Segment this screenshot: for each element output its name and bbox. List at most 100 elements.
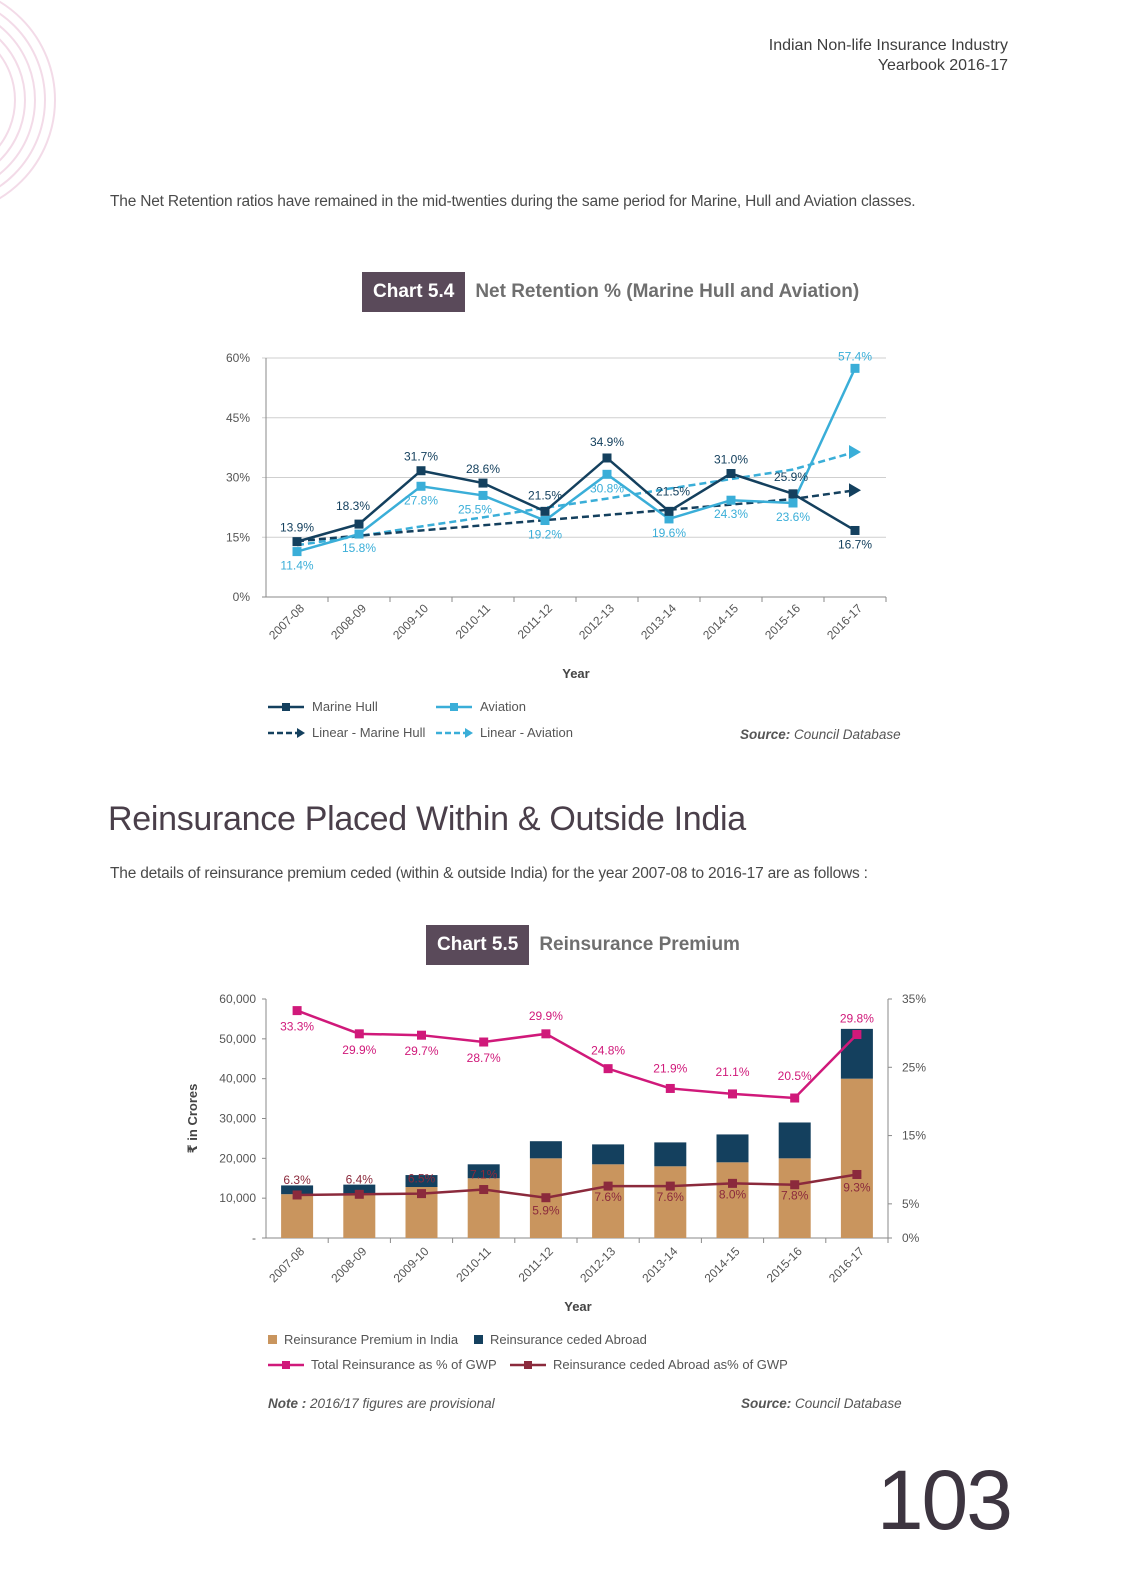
data-label-abroad-pct: 6.5% — [408, 1172, 436, 1186]
data-point-marine-hull — [292, 537, 302, 547]
data-label-aviation: 19.2% — [528, 528, 562, 542]
chart1-source-text: Council Database — [790, 727, 901, 742]
data-point-abroad-pct — [728, 1178, 737, 1188]
x-tick-label: 2008-09 — [328, 1244, 369, 1285]
bar-india — [343, 1194, 376, 1238]
bar-abroad — [716, 1134, 749, 1163]
data-label-marine-hull: 16.7% — [838, 537, 872, 551]
x-tick-label: 2007-08 — [266, 1244, 307, 1285]
data-point-aviation — [788, 498, 798, 508]
data-label-total-pct: 29.9% — [529, 1009, 563, 1023]
chart-net-retention: 0% 15% 30% 45% 60% 2007-08 2008-09 2009-10 2010-… — [226, 349, 887, 740]
x-tick-label: 2009-10 — [390, 601, 431, 642]
data-label-abroad-pct: 5.9% — [532, 1204, 560, 1218]
x-tick-label: 2012-13 — [576, 601, 617, 642]
y-tick-label: 0% — [233, 590, 251, 604]
bar-india — [840, 1078, 873, 1238]
data-point-marine-hull — [416, 466, 426, 476]
bar-india — [281, 1194, 314, 1238]
data-point-total-pct — [852, 1030, 862, 1040]
bar-abroad — [529, 1141, 562, 1159]
trendline-aviation — [296, 450, 856, 547]
data-label-marine-hull: 21.5% — [656, 484, 690, 498]
chart2-title: Chart 5.5 Reinsurance Premium — [426, 925, 740, 965]
data-label-abroad-pct: 7.1% — [470, 1168, 498, 1182]
chart1-source-label: Source: — [740, 727, 791, 742]
data-point-abroad-pct — [292, 1190, 302, 1200]
data-label-total-pct: 20.5% — [778, 1069, 812, 1083]
y-tick-label: 60,000 — [219, 992, 256, 1006]
y-tick-label: 60% — [226, 351, 250, 365]
data-point-total-pct — [541, 1029, 551, 1039]
data-point-marine-hull — [540, 506, 550, 516]
intro-paragraph-1: The Net Retention ratios have remained i… — [110, 193, 916, 210]
data-label-abroad-pct: 8.0% — [719, 1187, 747, 1201]
data-point-abroad-pct — [790, 1180, 800, 1190]
trendline-arrow — [849, 445, 861, 460]
header-line2: Yearbook 2016-17 — [877, 57, 1008, 74]
data-label-aviation: 23.6% — [776, 510, 810, 524]
data-label-abroad-pct: 7.6% — [594, 1190, 622, 1204]
data-label-marine-hull: 34.9% — [590, 435, 624, 449]
x-tick-label: 2014-15 — [702, 1244, 743, 1285]
data-label-aviation: 57.4% — [838, 349, 872, 363]
data-point-marine-hull — [354, 519, 364, 529]
x-tick-label: 2014-15 — [700, 601, 741, 642]
x-tick-label: 2013-14 — [638, 601, 679, 642]
y2-tick-label: 25% — [902, 1060, 926, 1074]
legend-label: Aviation — [480, 699, 526, 714]
data-point-marine-hull — [788, 489, 798, 499]
data-label-aviation: 25.5% — [458, 502, 492, 516]
y-tick-label: 50,000 — [219, 1032, 256, 1046]
data-point-marine-hull — [478, 478, 488, 488]
data-point-aviation — [416, 481, 426, 491]
data-point-total-pct — [728, 1089, 737, 1099]
bar-abroad — [281, 1185, 314, 1195]
data-point-abroad-pct — [852, 1169, 862, 1179]
data-label-aviation: 19.6% — [652, 526, 686, 540]
series-line-total-pct — [296, 1009, 858, 1100]
data-label-total-pct: 29.9% — [342, 1043, 376, 1057]
data-point-marine-hull — [850, 525, 860, 535]
data-label-total-pct: 24.8% — [591, 1044, 625, 1058]
bar-india — [654, 1166, 687, 1238]
data-label-aviation: 15.8% — [342, 541, 376, 555]
x-tick-label: 2009-10 — [391, 1244, 432, 1285]
bar-abroad — [654, 1142, 687, 1167]
page-header: Indian Non-life Insurance Industry Yearb… — [769, 36, 1008, 76]
page-number: 103 — [876, 1453, 1013, 1547]
data-label-total-pct: 29.8% — [840, 1012, 874, 1026]
y-axis-title: ₹ in Crores — [185, 1084, 200, 1154]
chart2-name: Reinsurance Premium — [539, 934, 740, 955]
data-label-abroad-pct: 7.6% — [657, 1190, 685, 1204]
y-tick-label: 30% — [226, 471, 250, 485]
data-point-total-pct — [354, 1029, 364, 1039]
data-point-aviation — [602, 469, 612, 479]
chart2-source: Source: Council Database — [741, 1396, 902, 1411]
legend-label: Marine Hull — [312, 699, 378, 714]
data-point-aviation — [726, 495, 736, 505]
data-label-marine-hull: 31.7% — [404, 450, 438, 464]
data-point-total-pct — [479, 1037, 489, 1047]
x-tick-label: 2016-17 — [826, 1244, 867, 1285]
decorative-arcs — [0, 0, 56, 200]
legend-swatch-marker — [282, 1361, 290, 1369]
series-line-abroad-pct — [297, 1173, 858, 1199]
chart1-name: Net Retention % (Marine Hull and Aviatio… — [475, 281, 860, 302]
legend-label: Linear - Marine Hull — [312, 725, 426, 740]
legend-swatch-arrow — [297, 728, 305, 738]
bar-india — [592, 1164, 625, 1238]
x-tick-label: 2016-17 — [824, 601, 865, 642]
legend-swatch-marker — [282, 703, 290, 711]
data-label-aviation: 11.4% — [280, 559, 313, 573]
legend-swatch — [268, 1335, 277, 1344]
x-tick-label: 2013-14 — [639, 1244, 680, 1285]
y-tick-label: 45% — [226, 411, 250, 425]
data-label-abroad-pct: 7.8% — [781, 1189, 809, 1203]
x-tick-label: 2015-16 — [762, 601, 803, 642]
data-point-abroad-pct — [479, 1185, 489, 1195]
data-label-marine-hull: 25.9% — [774, 470, 808, 484]
y-tick-label: 40,000 — [219, 1072, 256, 1086]
y2-tick-label: 15% — [902, 1129, 926, 1143]
data-point-total-pct — [292, 1006, 302, 1016]
